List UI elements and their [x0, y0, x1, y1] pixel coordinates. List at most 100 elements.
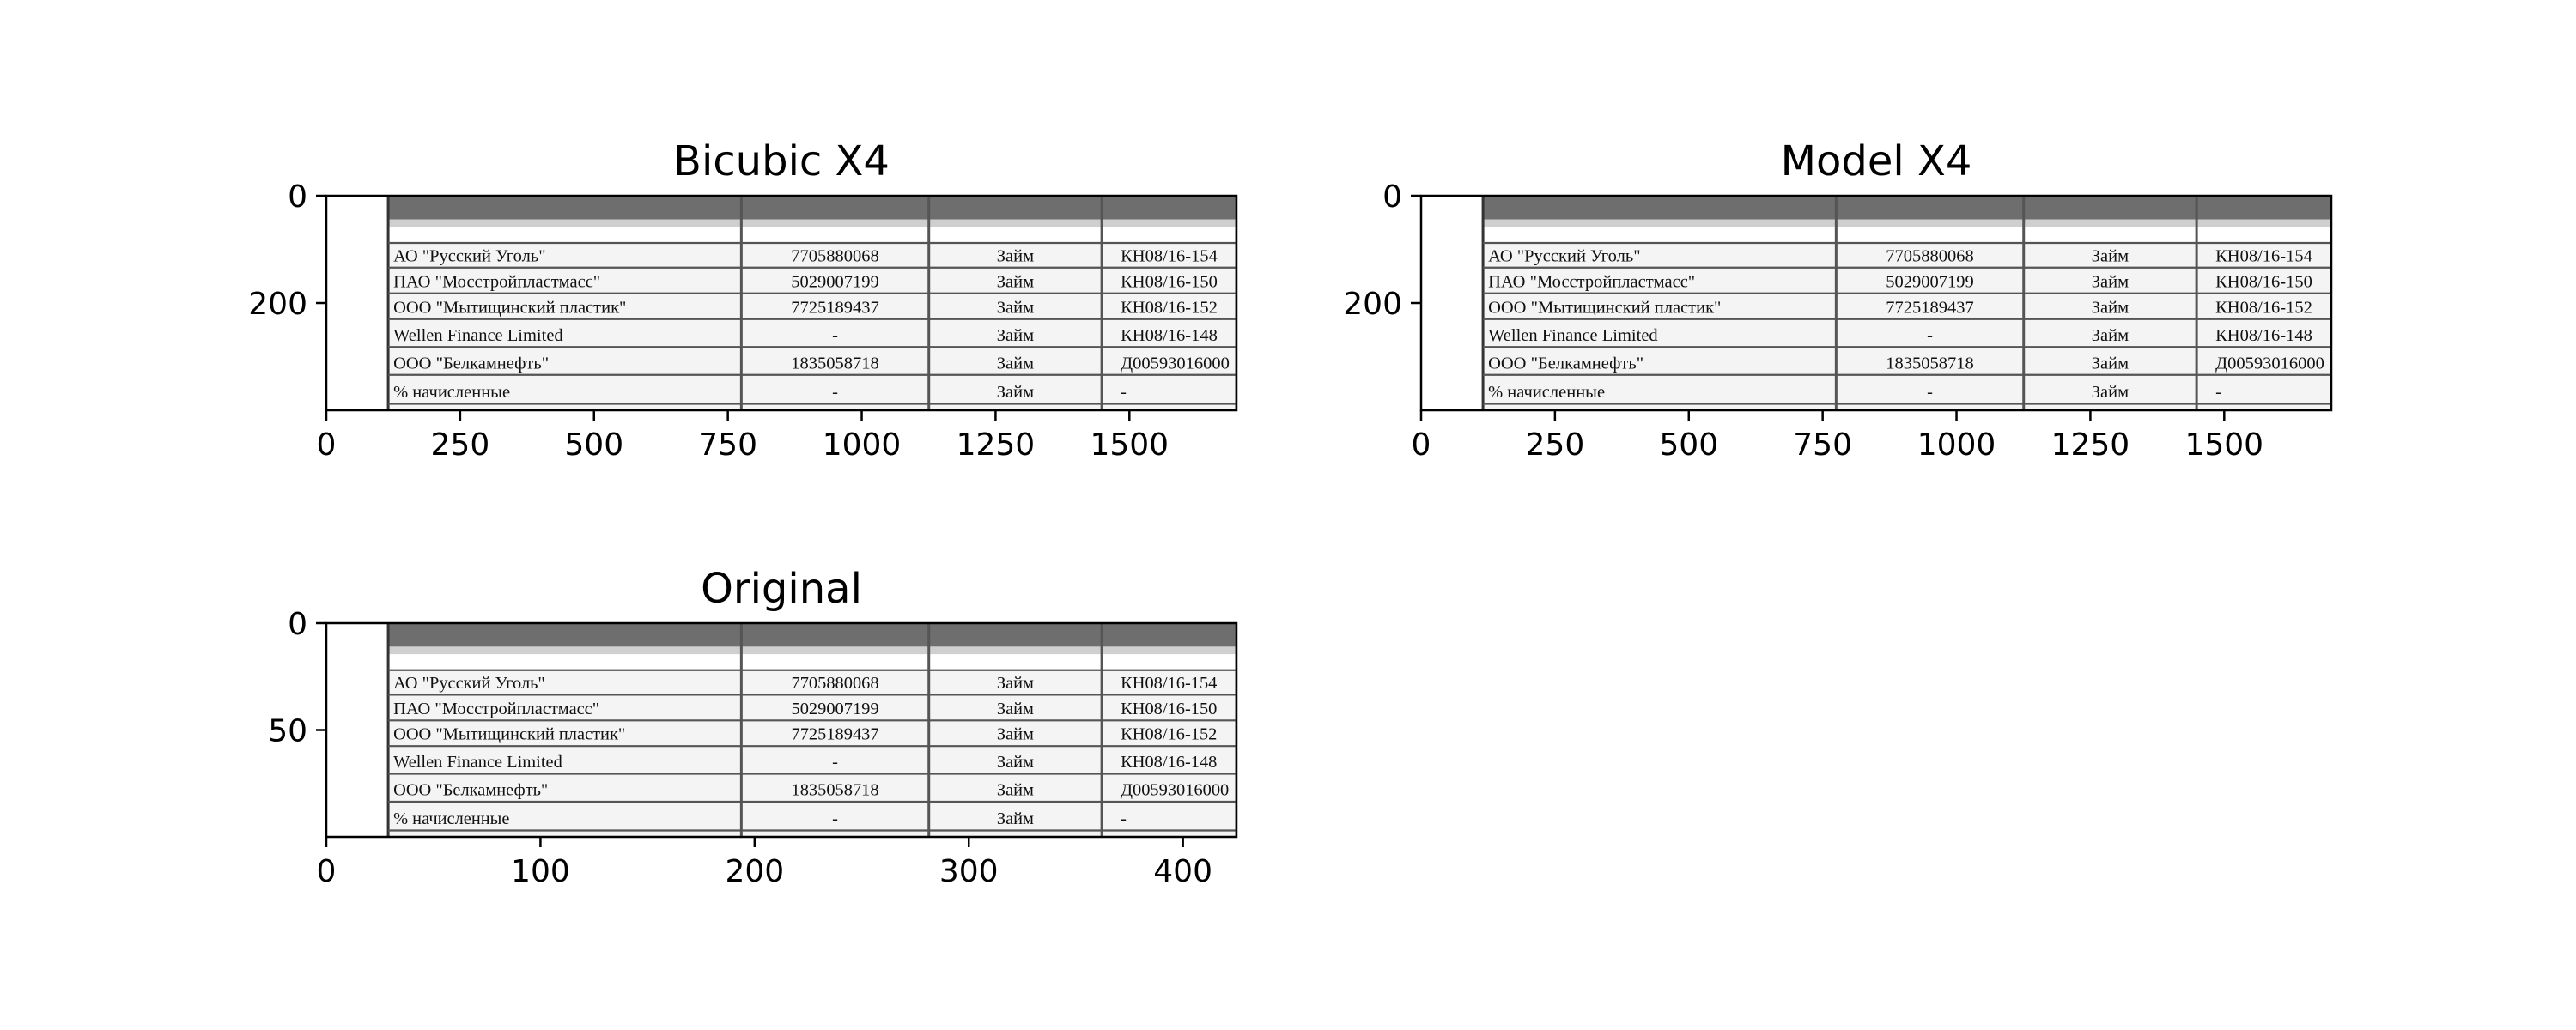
- table-cell: 1835058718: [791, 354, 879, 373]
- table-cell: КН08/16-150: [1121, 272, 1218, 291]
- table-header-band: [388, 623, 1236, 647]
- table-cell: ПАО "Мосстройпластмасс": [393, 272, 600, 291]
- x-tick-label: 1250: [2051, 427, 2130, 463]
- table-cell: -: [1121, 809, 1127, 828]
- table-header-shadow: [1483, 219, 2331, 227]
- table-cell: Д00593016000: [2215, 354, 2324, 373]
- table-cell: ООО "Белкамнефть": [1488, 354, 1643, 373]
- table-cell: % начисленные: [393, 383, 510, 402]
- x-tick-label: 100: [511, 854, 570, 889]
- table-cell: Займ: [2092, 354, 2129, 373]
- x-tick-label: 500: [564, 427, 623, 463]
- table-header-shadow: [388, 219, 1236, 227]
- panel-model: АО "Русский Уголь" 7705880068 Займ КН08/16-…: [1343, 137, 2333, 463]
- table-cell: Займ: [997, 383, 1034, 402]
- table-cell: Займ: [997, 272, 1034, 291]
- table-cell: Wellen Finance Limited: [393, 326, 563, 345]
- table-cell: КН08/16-148: [1121, 326, 1218, 345]
- table-cell: 5029007199: [792, 700, 879, 718]
- table-cell: ПАО "Мосстройпластмасс": [1488, 272, 1695, 291]
- table-cell: КН08/16-148: [2215, 326, 2312, 345]
- x-tick-label: 0: [317, 854, 337, 889]
- table-header-band: [388, 196, 1236, 220]
- table-cell: Wellen Finance Limited: [1488, 326, 1658, 345]
- panel-bicubic: АО "Русский Уголь" 7705880068 Займ КН08/16-…: [248, 137, 1238, 463]
- table-cell: -: [832, 753, 838, 772]
- table-cell: АО "Русский Уголь": [393, 246, 545, 265]
- table-cell: -: [2215, 383, 2221, 402]
- table-cell: -: [1121, 383, 1127, 402]
- x-tick-label: 1250: [957, 427, 1036, 463]
- table-cell: ООО "Белкамнефть": [393, 780, 548, 799]
- table-cell: Займ: [997, 725, 1034, 744]
- table-cell: Займ: [2092, 326, 2129, 345]
- y-tick-label: 0: [288, 607, 307, 642]
- y-tick-label: 0: [288, 179, 307, 215]
- table-cell: ООО "Мытищинский пластик": [1488, 298, 1721, 317]
- table-cell: Займ: [997, 753, 1034, 772]
- x-tick-label: 300: [939, 854, 999, 889]
- table-cell: Займ: [997, 700, 1034, 718]
- x-tick-label: 1500: [1090, 427, 1169, 463]
- table-cell: Займ: [2092, 383, 2129, 402]
- table-cell: ООО "Мытищинский пластик": [393, 298, 626, 317]
- table-cell: ООО "Белкамнефть": [393, 354, 549, 373]
- x-tick-label: 0: [317, 427, 337, 463]
- table-cell: % начисленные: [393, 809, 509, 828]
- panel-title: Bicubic X4: [673, 137, 890, 185]
- table-cell: -: [1927, 383, 1933, 402]
- table-cell: 1835058718: [1886, 354, 1974, 373]
- table-cell: АО "Русский Уголь": [1488, 246, 1641, 265]
- table-cell: 7725189437: [791, 298, 879, 317]
- y-tick-label: 200: [1343, 287, 1402, 322]
- panel-original: АО "Русский Уголь" 7705880068 Займ КН08/16-…: [268, 565, 1238, 889]
- table-body: [388, 670, 1236, 837]
- table-cell: КН08/16-148: [1121, 753, 1217, 772]
- table-cell: Займ: [997, 674, 1034, 693]
- table-cell: ПАО "Мосстройпластмасс": [393, 700, 599, 718]
- table-cell: Займ: [997, 354, 1034, 373]
- table-cell: КН08/16-154: [1121, 674, 1217, 693]
- original-image: АО "Русский Уголь" 7705880068 Займ КН08/16-…: [326, 623, 1236, 837]
- table-cell: Займ: [997, 780, 1034, 799]
- table-cell: Займ: [2092, 298, 2129, 317]
- table-cell: Займ: [997, 298, 1034, 317]
- table-cell: ООО "Мытищинский пластик": [393, 725, 625, 744]
- table-cell: 1835058718: [792, 780, 879, 799]
- x-tick-label: 1000: [1917, 427, 1996, 463]
- x-tick-label: 750: [698, 427, 757, 463]
- table-body: [1483, 243, 2331, 410]
- panel-title: Original: [701, 565, 862, 613]
- table-cell: КН08/16-154: [1121, 246, 1218, 265]
- x-tick-label: 200: [725, 854, 784, 889]
- bicubic-image: АО "Русский Уголь" 7705880068 Займ КН08/16-…: [326, 196, 1236, 410]
- table-cell: Д00593016000: [1121, 354, 1230, 373]
- table-cell: 5029007199: [791, 272, 879, 291]
- table-cell: -: [832, 809, 838, 828]
- table-cell: АО "Русский Уголь": [393, 674, 545, 693]
- table-cell: 7705880068: [792, 674, 879, 693]
- table-cell: 5029007199: [1886, 272, 1974, 291]
- y-tick-label: 200: [248, 287, 307, 322]
- table-body: [388, 243, 1236, 410]
- y-tick-label: 0: [1382, 179, 1402, 215]
- table-cell: Займ: [997, 326, 1034, 345]
- table-cell: -: [832, 383, 838, 402]
- x-tick-label: 250: [1526, 427, 1585, 463]
- x-tick-label: 750: [1793, 427, 1852, 463]
- panel-title: Model X4: [1781, 137, 1972, 185]
- table-cell: -: [1927, 326, 1933, 345]
- table-cell: КН08/16-152: [2215, 298, 2312, 317]
- table-cell: -: [832, 326, 838, 345]
- x-tick-label: 500: [1659, 427, 1718, 463]
- table-cell: 7705880068: [791, 246, 879, 265]
- table-cell: 7725189437: [1886, 298, 1974, 317]
- table-cell: Займ: [2092, 272, 2129, 291]
- table-cell: % начисленные: [1488, 383, 1605, 402]
- y-tick-label: 50: [268, 714, 307, 749]
- table-cell: 7705880068: [1886, 246, 1974, 265]
- x-tick-label: 400: [1153, 854, 1212, 889]
- table-cell: КН08/16-150: [2215, 272, 2312, 291]
- table-cell: 7725189437: [792, 725, 879, 744]
